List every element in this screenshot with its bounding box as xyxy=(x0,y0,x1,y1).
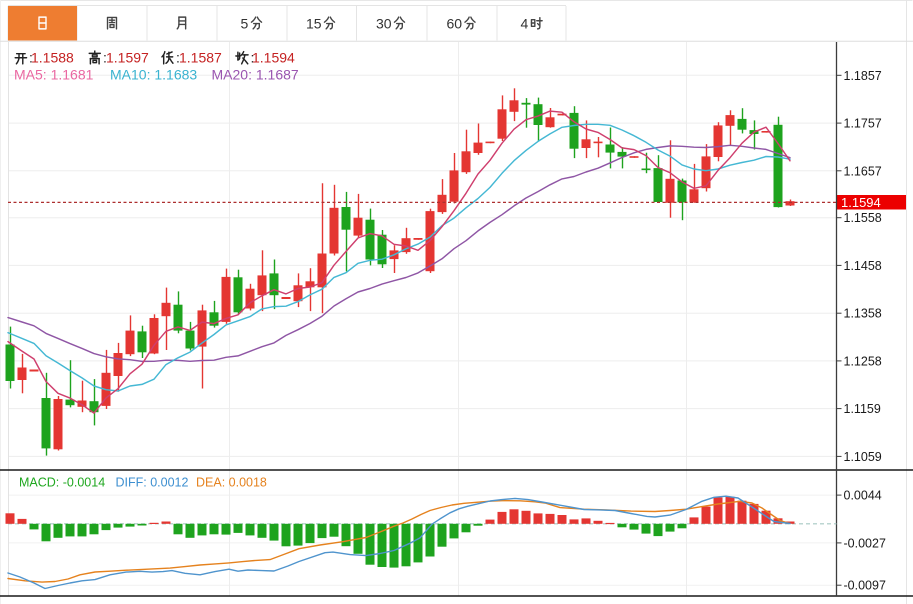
svg-text:1.1458: 1.1458 xyxy=(844,259,882,273)
svg-text:DEA: 0.0018: DEA: 0.0018 xyxy=(196,476,267,490)
svg-text:1.1558: 1.1558 xyxy=(844,211,882,225)
svg-text:1.1588: 1.1588 xyxy=(31,50,74,66)
svg-text:1.1594: 1.1594 xyxy=(252,50,295,66)
svg-text:DIFF: 0.0012: DIFF: 0.0012 xyxy=(116,476,189,490)
svg-text:1.1059: 1.1059 xyxy=(844,450,882,464)
svg-text:4: 4 xyxy=(521,16,529,32)
svg-text:1.1587: 1.1587 xyxy=(179,50,222,66)
svg-text:MA10: 1.1683: MA10: 1.1683 xyxy=(110,67,197,83)
svg-text::: : xyxy=(176,50,180,66)
svg-text::: : xyxy=(251,50,255,66)
svg-text:1.1594: 1.1594 xyxy=(841,195,881,210)
svg-text:1.1757: 1.1757 xyxy=(844,117,882,131)
svg-text:1.1358: 1.1358 xyxy=(844,307,882,321)
svg-text:0.0044: 0.0044 xyxy=(844,489,882,503)
svg-text:MACD: -0.0014: MACD: -0.0014 xyxy=(19,476,105,490)
svg-text::: : xyxy=(29,50,33,66)
svg-text:1.1857: 1.1857 xyxy=(844,69,882,83)
svg-text:5: 5 xyxy=(241,16,249,32)
svg-text:1.1657: 1.1657 xyxy=(844,164,882,178)
svg-text:MA20: 1.1687: MA20: 1.1687 xyxy=(212,67,299,83)
svg-text:15: 15 xyxy=(306,16,322,32)
svg-text:-0.0027: -0.0027 xyxy=(844,536,886,550)
svg-text:-0.0097: -0.0097 xyxy=(844,579,886,593)
svg-text:1.1597: 1.1597 xyxy=(106,50,149,66)
svg-text:30: 30 xyxy=(376,16,392,32)
svg-text::: : xyxy=(103,50,107,66)
svg-text:MA5: 1.1681: MA5: 1.1681 xyxy=(14,67,94,83)
svg-text:1.1159: 1.1159 xyxy=(844,402,881,416)
svg-text:60: 60 xyxy=(447,16,463,32)
svg-text:1.1258: 1.1258 xyxy=(844,354,882,368)
